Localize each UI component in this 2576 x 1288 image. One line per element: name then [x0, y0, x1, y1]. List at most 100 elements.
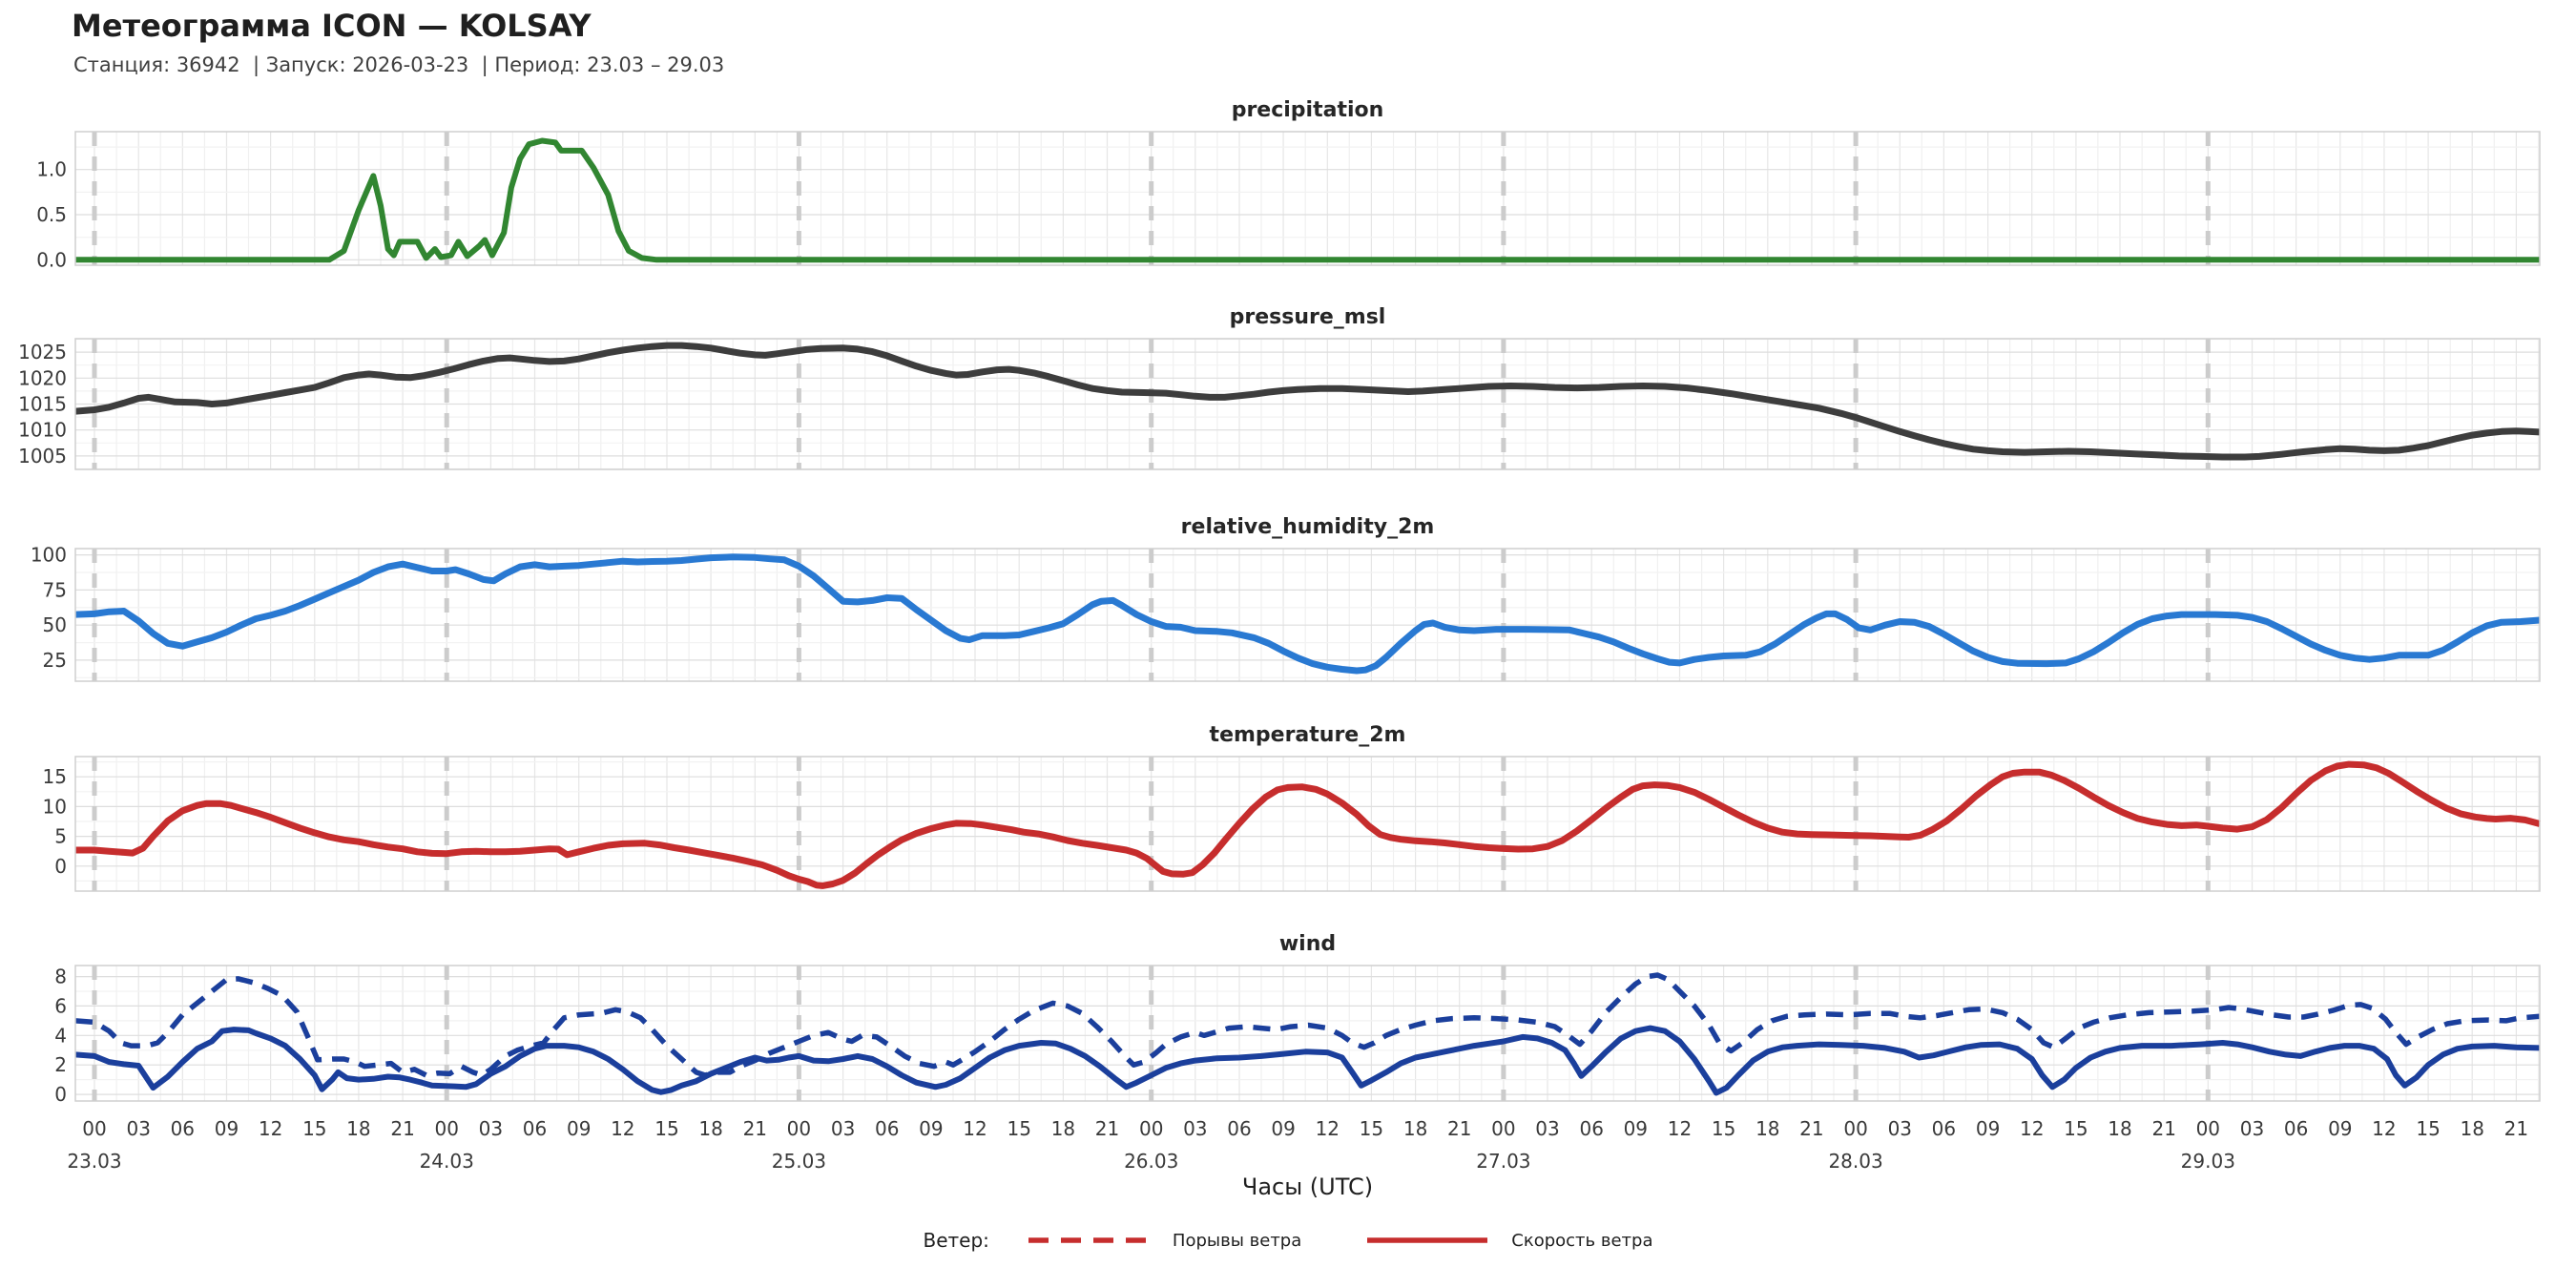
svg-text:00: 00	[1843, 1117, 1867, 1140]
svg-text:28.03: 28.03	[1828, 1150, 1882, 1173]
svg-text:06: 06	[1579, 1117, 1603, 1140]
svg-text:75: 75	[43, 578, 67, 601]
svg-text:06: 06	[1227, 1117, 1251, 1140]
svg-text:15: 15	[2416, 1117, 2440, 1140]
legend-item-speed: Скорость ветра	[1364, 1230, 1653, 1251]
panel-title-pressure: pressure_msl	[1229, 305, 1386, 329]
svg-text:12: 12	[2372, 1117, 2396, 1140]
svg-text:06: 06	[875, 1117, 899, 1140]
svg-text:00: 00	[2196, 1117, 2220, 1140]
svg-text:09: 09	[2328, 1117, 2352, 1140]
svg-text:03: 03	[1535, 1117, 1559, 1140]
svg-text:03: 03	[479, 1117, 503, 1140]
page-subtitle: Станция: 36942 | Запуск: 2026-03-23 | Пе…	[73, 53, 725, 76]
legend-prefix: Ветер:	[923, 1229, 989, 1252]
legend-item-gusts-label: Порывы ветра	[1172, 1230, 1302, 1251]
svg-text:15: 15	[1360, 1117, 1383, 1140]
svg-text:06: 06	[1932, 1117, 1956, 1140]
svg-text:09: 09	[1624, 1117, 1648, 1140]
panel-title-temperature: temperature_2m	[1209, 723, 1406, 747]
svg-text:21: 21	[743, 1117, 767, 1140]
svg-text:24.03: 24.03	[420, 1150, 474, 1173]
svg-text:21: 21	[2504, 1117, 2528, 1140]
svg-text:5: 5	[54, 825, 67, 848]
svg-text:03: 03	[831, 1117, 855, 1140]
panel-title-relative-humidity: relative_humidity_2m	[1180, 515, 1435, 539]
svg-text:09: 09	[919, 1117, 943, 1140]
svg-text:06: 06	[523, 1117, 547, 1140]
wind-legend: Ветер: Порывы ветра Скорость ветра	[0, 1229, 2576, 1252]
svg-text:12: 12	[259, 1117, 282, 1140]
svg-text:8: 8	[54, 966, 67, 988]
svg-text:29.03: 29.03	[2181, 1150, 2235, 1173]
panel-title-precipitation: precipitation	[1231, 98, 1384, 122]
svg-text:09: 09	[215, 1117, 239, 1140]
svg-text:50: 50	[43, 613, 67, 636]
svg-text:06: 06	[171, 1117, 195, 1140]
svg-text:15: 15	[1007, 1117, 1030, 1140]
svg-text:15: 15	[1712, 1117, 1735, 1140]
svg-text:1010: 1010	[18, 419, 67, 442]
svg-text:15: 15	[654, 1117, 678, 1140]
svg-text:18: 18	[698, 1117, 722, 1140]
svg-text:09: 09	[1271, 1117, 1295, 1140]
svg-text:0.5: 0.5	[36, 203, 67, 226]
svg-text:12: 12	[1316, 1117, 1340, 1140]
svg-text:18: 18	[1051, 1117, 1075, 1140]
page-title: Метеограмма ICON — KOLSAY	[72, 8, 592, 44]
svg-text:03: 03	[1183, 1117, 1207, 1140]
svg-text:03: 03	[1888, 1117, 1912, 1140]
svg-text:1015: 1015	[18, 393, 67, 416]
svg-text:15: 15	[302, 1117, 326, 1140]
svg-text:18: 18	[2460, 1117, 2483, 1140]
svg-text:26.03: 26.03	[1124, 1150, 1178, 1173]
svg-text:25.03: 25.03	[772, 1150, 826, 1173]
dashed-line-icon	[1028, 1237, 1149, 1243]
panel-title-wind: wind	[1278, 932, 1337, 956]
svg-text:18: 18	[346, 1117, 370, 1140]
svg-text:00: 00	[1491, 1117, 1515, 1140]
svg-text:00: 00	[787, 1117, 811, 1140]
svg-text:09: 09	[567, 1117, 591, 1140]
solid-line-icon	[1367, 1237, 1488, 1243]
svg-text:18: 18	[2108, 1117, 2131, 1140]
svg-text:1005: 1005	[18, 445, 67, 467]
svg-text:27.03: 27.03	[1476, 1150, 1530, 1173]
svg-text:21: 21	[390, 1117, 414, 1140]
svg-text:1.0: 1.0	[36, 158, 67, 181]
svg-text:21: 21	[1799, 1117, 1823, 1140]
svg-text:4: 4	[54, 1024, 67, 1047]
svg-text:1025: 1025	[18, 341, 67, 364]
svg-text:03: 03	[2240, 1117, 2264, 1140]
svg-text:1020: 1020	[18, 366, 67, 389]
svg-text:12: 12	[963, 1117, 987, 1140]
svg-text:21: 21	[1447, 1117, 1471, 1140]
svg-text:23.03: 23.03	[67, 1150, 121, 1173]
svg-text:12: 12	[611, 1117, 634, 1140]
svg-text:03: 03	[126, 1117, 150, 1140]
svg-text:2: 2	[54, 1053, 67, 1076]
svg-text:15: 15	[2064, 1117, 2088, 1140]
svg-text:18: 18	[1403, 1117, 1427, 1140]
svg-text:09: 09	[1976, 1117, 2000, 1140]
svg-text:12: 12	[2020, 1117, 2044, 1140]
x-axis-label: Часы (UTC)	[1241, 1174, 1374, 1200]
svg-text:12: 12	[1668, 1117, 1692, 1140]
legend-item-gusts: Порывы ветра	[1026, 1231, 1301, 1251]
svg-text:00: 00	[434, 1117, 458, 1140]
svg-text:100: 100	[31, 544, 67, 567]
svg-text:00: 00	[82, 1117, 106, 1140]
legend-item-speed-label: Скорость ветра	[1511, 1230, 1653, 1251]
svg-text:06: 06	[2284, 1117, 2308, 1140]
svg-text:6: 6	[54, 994, 67, 1017]
svg-text:0: 0	[54, 855, 67, 878]
svg-text:00: 00	[1139, 1117, 1163, 1140]
svg-text:21: 21	[1095, 1117, 1119, 1140]
svg-text:10: 10	[43, 795, 67, 818]
svg-text:18: 18	[1755, 1117, 1779, 1140]
svg-text:25: 25	[43, 649, 67, 672]
svg-text:0: 0	[54, 1083, 67, 1106]
svg-text:0.0: 0.0	[36, 248, 67, 271]
